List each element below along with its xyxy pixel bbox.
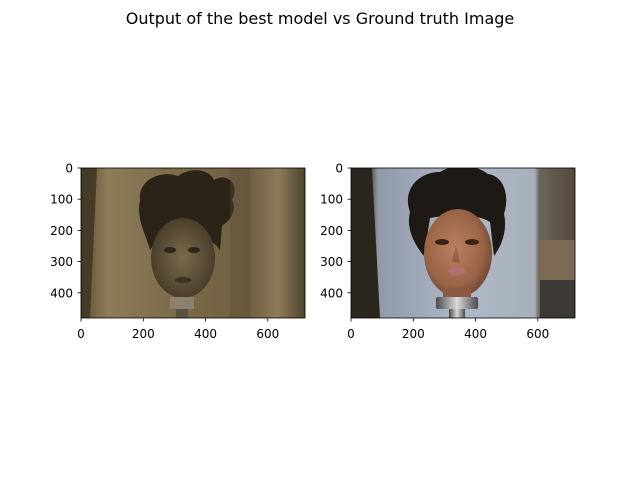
- best-model-output-frame: [80, 167, 306, 319]
- y-tick-label: 100: [50, 193, 73, 207]
- y-tick-label: 0: [65, 162, 73, 176]
- ground-truth-frame: [350, 167, 576, 319]
- y-tick-label: 400: [320, 286, 343, 300]
- x-tick-label: 200: [402, 327, 425, 341]
- x-tick-label: 400: [194, 327, 217, 341]
- x-tick-label: 200: [132, 327, 155, 341]
- y-tick-label: 0: [335, 162, 343, 176]
- ground-truth-y-axis: 0 100 200 300 400: [320, 162, 351, 300]
- ground-truth-x-axis: 0 200 400 600: [347, 318, 549, 341]
- ground-truth-image: [351, 168, 575, 318]
- best-model-output-y-axis: 0 100 200 300 400: [50, 162, 81, 300]
- x-tick-label: 0: [347, 327, 355, 341]
- y-tick-label: 300: [50, 255, 73, 269]
- figure-title: Output of the best model vs Ground truth…: [126, 9, 515, 28]
- best-model-output-x-axis: 0 200 400 600: [77, 318, 279, 341]
- y-tick-label: 400: [50, 286, 73, 300]
- x-tick-label: 0: [77, 327, 85, 341]
- y-tick-label: 200: [50, 224, 73, 238]
- y-tick-label: 100: [320, 193, 343, 207]
- y-tick-label: 300: [320, 255, 343, 269]
- ground-truth-panel: 0 200 400 600 0 100 200 300 400: [320, 162, 576, 341]
- best-model-output-panel: 0 200 400 600 0 100 200 300 400: [50, 162, 306, 341]
- x-tick-label: 600: [256, 327, 279, 341]
- x-tick-label: 400: [464, 327, 487, 341]
- x-tick-label: 600: [526, 327, 549, 341]
- best-model-output-image: [81, 168, 305, 318]
- y-tick-label: 200: [320, 224, 343, 238]
